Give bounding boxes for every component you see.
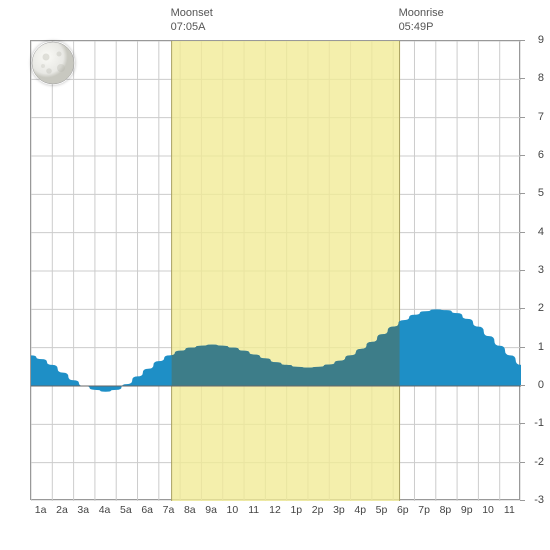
y-tick-label: 3 bbox=[538, 264, 544, 276]
y-tick-mark bbox=[520, 385, 525, 386]
y-tick-label: -2 bbox=[534, 456, 544, 468]
y-tick-label: 4 bbox=[538, 226, 544, 238]
y-tick-mark bbox=[520, 347, 525, 348]
y-tick-label: 7 bbox=[538, 111, 544, 123]
moonrise-title: Moonrise bbox=[399, 6, 444, 20]
y-tick-label: -3 bbox=[534, 494, 544, 506]
y-tick-marks bbox=[520, 40, 526, 500]
x-tick-label: 11 bbox=[504, 504, 515, 516]
y-tick-mark bbox=[520, 117, 525, 118]
y-tick-mark bbox=[520, 193, 525, 194]
y-tick-mark bbox=[520, 462, 525, 463]
y-axis-ticks: -3-2-10123456789 bbox=[530, 40, 544, 500]
x-tick-label: 12 bbox=[269, 504, 281, 516]
y-tick-mark bbox=[520, 232, 525, 233]
y-tick-mark bbox=[520, 423, 525, 424]
x-tick-label: 9a bbox=[205, 504, 217, 516]
y-tick-label: 0 bbox=[538, 379, 544, 391]
x-tick-label: 1a bbox=[35, 504, 47, 516]
top-labels: Moonset 07:05A Moonrise 05:49P bbox=[0, 0, 550, 40]
tide-area bbox=[31, 41, 521, 501]
y-tick-mark bbox=[520, 270, 525, 271]
x-tick-label: 10 bbox=[227, 504, 239, 516]
y-tick-mark bbox=[520, 500, 525, 501]
x-tick-label: 8p bbox=[440, 504, 452, 516]
plot-area bbox=[30, 40, 520, 500]
x-tick-label: 9p bbox=[461, 504, 473, 516]
y-tick-label: 2 bbox=[538, 302, 544, 314]
moonrise-time: 05:49P bbox=[399, 20, 444, 34]
x-tick-label: 7a bbox=[163, 504, 175, 516]
moonset-label: Moonset 07:05A bbox=[171, 6, 213, 34]
y-tick-label: -1 bbox=[534, 417, 544, 429]
x-tick-label: 10 bbox=[482, 504, 494, 516]
x-tick-label: 8a bbox=[184, 504, 196, 516]
x-tick-label: 4p bbox=[354, 504, 366, 516]
x-tick-label: 5p bbox=[376, 504, 388, 516]
x-tick-label: 3a bbox=[77, 504, 89, 516]
y-tick-label: 8 bbox=[538, 72, 544, 84]
y-tick-mark bbox=[520, 155, 525, 156]
x-tick-label: 6p bbox=[397, 504, 409, 516]
x-tick-label: 2p bbox=[312, 504, 324, 516]
moonrise-label: Moonrise 05:49P bbox=[399, 6, 444, 34]
moon-phase-icon bbox=[31, 41, 75, 85]
y-tick-label: 5 bbox=[538, 187, 544, 199]
x-tick-label: 5a bbox=[120, 504, 132, 516]
x-tick-label: 6a bbox=[141, 504, 153, 516]
moonset-time: 07:05A bbox=[171, 20, 213, 34]
y-tick-mark bbox=[520, 78, 525, 79]
x-tick-label: 1p bbox=[290, 504, 302, 516]
tide-chart: Moonset 07:05A Moonrise 05:49P -3-2-1012… bbox=[0, 0, 550, 550]
x-tick-label: 3p bbox=[333, 504, 345, 516]
x-tick-label: 11 bbox=[248, 504, 259, 516]
x-tick-label: 7p bbox=[418, 504, 430, 516]
x-axis-ticks: 1a 2a 3a 4a 5a 6a 7a 8a 9a 10 11 12 1p 2p 3p 4p 5p 6p 7p 8p… bbox=[30, 504, 520, 522]
y-tick-mark bbox=[520, 40, 525, 41]
x-tick-label: 2a bbox=[56, 504, 68, 516]
moonset-title: Moonset bbox=[171, 6, 213, 20]
y-tick-mark bbox=[520, 308, 525, 309]
y-tick-label: 6 bbox=[538, 149, 544, 161]
y-tick-label: 1 bbox=[538, 341, 544, 353]
x-tick-label: 4a bbox=[99, 504, 111, 516]
y-tick-label: 9 bbox=[538, 34, 544, 46]
